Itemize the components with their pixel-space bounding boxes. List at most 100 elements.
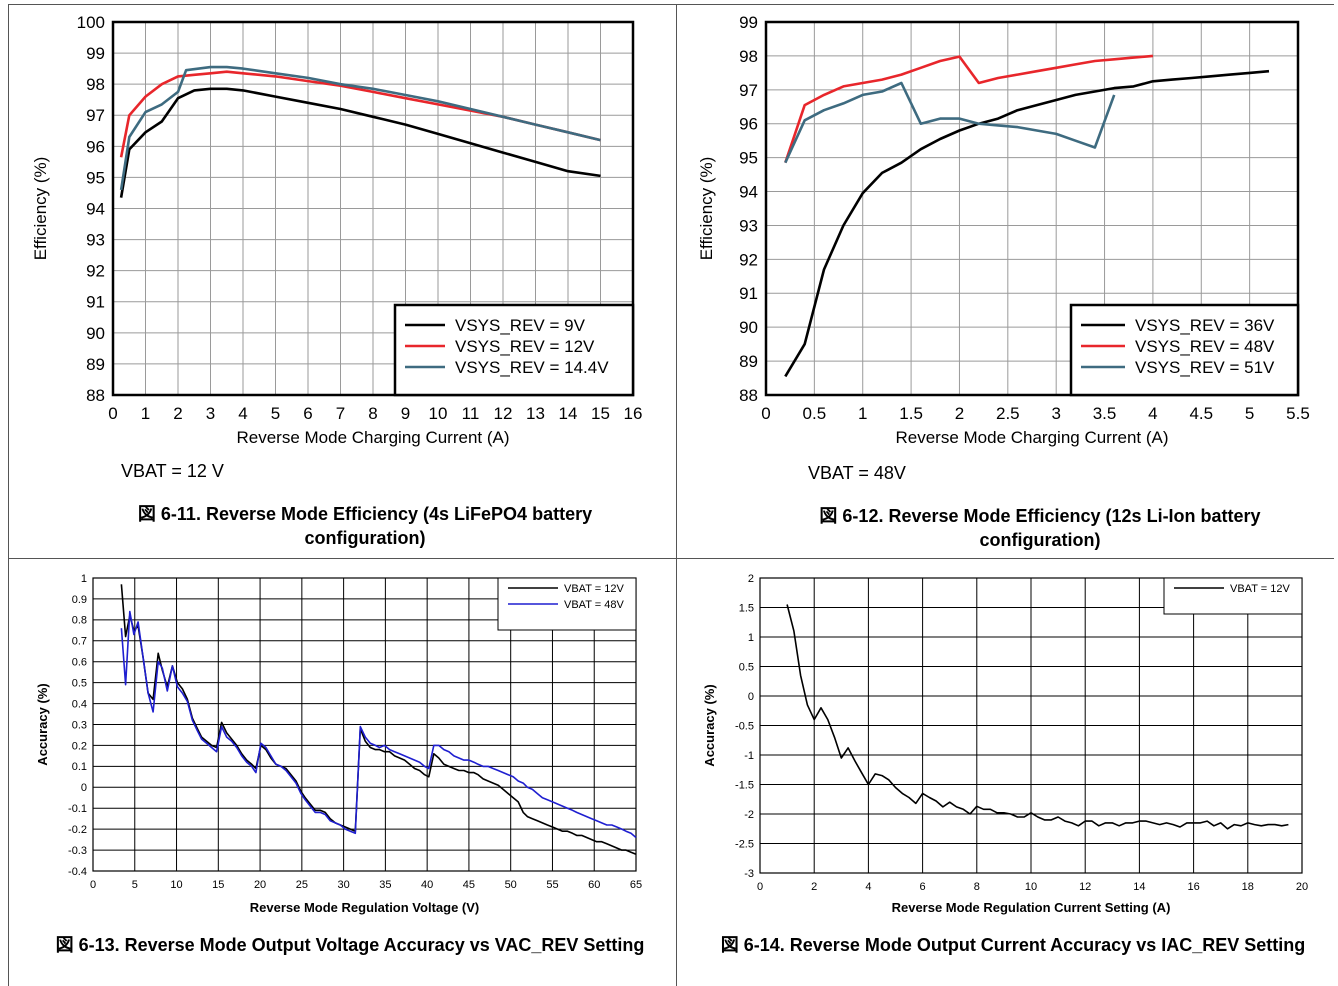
y-tick-label: 89 [739,352,758,371]
series-line-2 [120,610,637,839]
y-tick-label: 93 [739,216,758,235]
y-tick-label: 0.5 [72,677,87,689]
y-tick-label: 91 [86,293,105,312]
x-tick-label: 10 [429,404,448,423]
x-tick-label: 15 [212,879,224,891]
y-tick-label: 88 [739,386,758,405]
x-tick-label: 30 [337,879,349,891]
y-tick-label: -1 [744,750,754,762]
y-tick-label: 94 [739,182,758,201]
x-tick-label: 5.5 [1286,404,1310,423]
y-tick-label: 91 [739,284,758,303]
plot-frame [759,577,1303,874]
plot-frame [111,20,635,397]
y-tick-label: 99 [86,44,105,63]
x-tick-label: 10 [1025,881,1037,893]
y-tick-label: 90 [86,324,105,343]
x-tick-label: 12 [494,404,513,423]
series-line-1 [119,87,601,198]
y-tick-label: 0 [748,691,754,703]
page-center-divider [676,4,677,986]
series-line-1 [786,604,1289,830]
x-tick-label: 0 [757,881,763,893]
y-axis-label: Accuracy (%) [702,684,717,766]
y-tick-label: 0.7 [72,636,87,648]
page-middle-divider [8,558,1334,559]
y-tick-label: 96 [739,115,758,134]
y-tick-label: 0.2 [72,740,87,752]
x-tick-label: 2.5 [996,404,1020,423]
x-tick-label: 15 [591,404,610,423]
series-line-1 [784,69,1270,378]
y-tick-label: 88 [86,386,105,405]
x-tick-label: 3 [206,404,215,423]
figure-6-12-caption: 図 6-12. Reverse Mode Efficiency (12s Li-… [819,506,1261,550]
legend-label: VBAT = 12V [564,583,624,595]
x-tick-label: 5 [1245,404,1254,423]
x-tick-label: 16 [624,404,643,423]
y-tick-label: 100 [77,13,105,32]
x-tick-label: 6 [303,404,312,423]
figure-6-14-caption: 図 6-14. Reverse Mode Output Current Accu… [720,935,1306,955]
y-tick-label: 0.5 [739,661,754,673]
y-axis-label: Efficiency (%) [31,157,50,261]
x-tick-label: 7 [336,404,345,423]
x-tick-label: 0 [108,404,117,423]
figure-6-11: 0 1 2 3 4 5 6 7 8 9 10 11 12 13 14 15 16 88 89 90 91 92 93 94 95… [0,0,676,558]
y-tick-label: 2 [748,573,754,585]
y-tick-label: 97 [86,106,105,125]
y-tick-label: 0.3 [72,719,87,731]
y-tick-label: 1 [748,632,754,644]
legend-label: VSYS_REV = 36V [1135,316,1275,335]
x-tick-label: 1 [858,404,867,423]
x-tick-label: 11 [462,404,480,423]
x-tick-label: 1 [141,404,150,423]
x-tick-label: 55 [546,879,558,891]
figure-6-13-caption: 図 6-13. Reverse Mode Output Voltage Accu… [55,935,645,955]
figure-6-12: 0 0.5 1 1.5 2 2.5 3 3.5 4 4.5 5 5.5 88 89 90 91 92 93 94 95… [697,13,1310,550]
y-tick-label: 98 [86,75,105,94]
x-tick-label: 45 [463,879,475,891]
x-tick-label: 0 [761,404,770,423]
x-tick-label: 1.5 [899,404,923,423]
x-tick-label: 20 [254,879,266,891]
series-line-3 [119,65,601,191]
y-tick-label: -2.5 [735,838,754,850]
series-line-1 [120,584,637,856]
x-tick-label: 6 [920,881,926,893]
y-tick-label: 92 [86,262,105,281]
x-tick-label: 18 [1242,881,1254,893]
y-tick-label: -2 [744,809,754,821]
efficiency-chart-4s: 0 1 2 3 4 5 6 7 8 9 10 11 12 13 14 15 168889909192939495… [31,13,643,447]
y-tick-label: 95 [86,168,105,187]
x-tick-label: 9 [401,404,410,423]
legend-box [393,303,635,397]
x-tick-label: 8 [974,881,980,893]
legend-label: VSYS_REV = 14.4V [455,358,609,377]
y-tick-label: -0.5 [735,720,754,732]
y-tick-label: 1 [81,573,87,585]
x-tick-label: 50 [505,879,517,891]
x-tick-label: 2 [811,881,817,893]
efficiency-chart-12s: 0 0.5 1 1.5 2 2.5 3 3.5 4 4.5 5 5.5 88 89 90 91 92 93 94 95… [697,13,1310,447]
x-tick-label: 5 [132,879,138,891]
y-tick-label: -3 [744,868,754,880]
legend-label: VSYS_REV = 51V [1135,358,1275,377]
x-axis-label: Reverse Mode Regulation Voltage (V) [250,900,479,915]
x-tick-label: 5 [271,404,280,423]
page-top-border [8,4,1334,5]
x-axis-label: Reverse Mode Charging Current (A) [236,428,509,447]
y-tick-label: 98 [739,47,758,66]
y-tick-label: 1.5 [739,602,754,614]
plot-frame [92,577,637,872]
x-axis-label: Reverse Mode Regulation Current Setting … [892,900,1171,915]
y-tick-label: -1.5 [735,779,754,791]
legend-label: VSYS_REV = 12V [455,337,595,356]
page-left-border [8,4,9,986]
voltage-accuracy-chart: 0 5 10 15 20 25 30 35 40 45 50 55 60 65-0.4-0.3-0.2-0… [35,573,642,915]
x-tick-label: 20 [1296,881,1308,893]
series-line-2 [784,54,1154,164]
y-axis-label: Efficiency (%) [697,157,716,261]
